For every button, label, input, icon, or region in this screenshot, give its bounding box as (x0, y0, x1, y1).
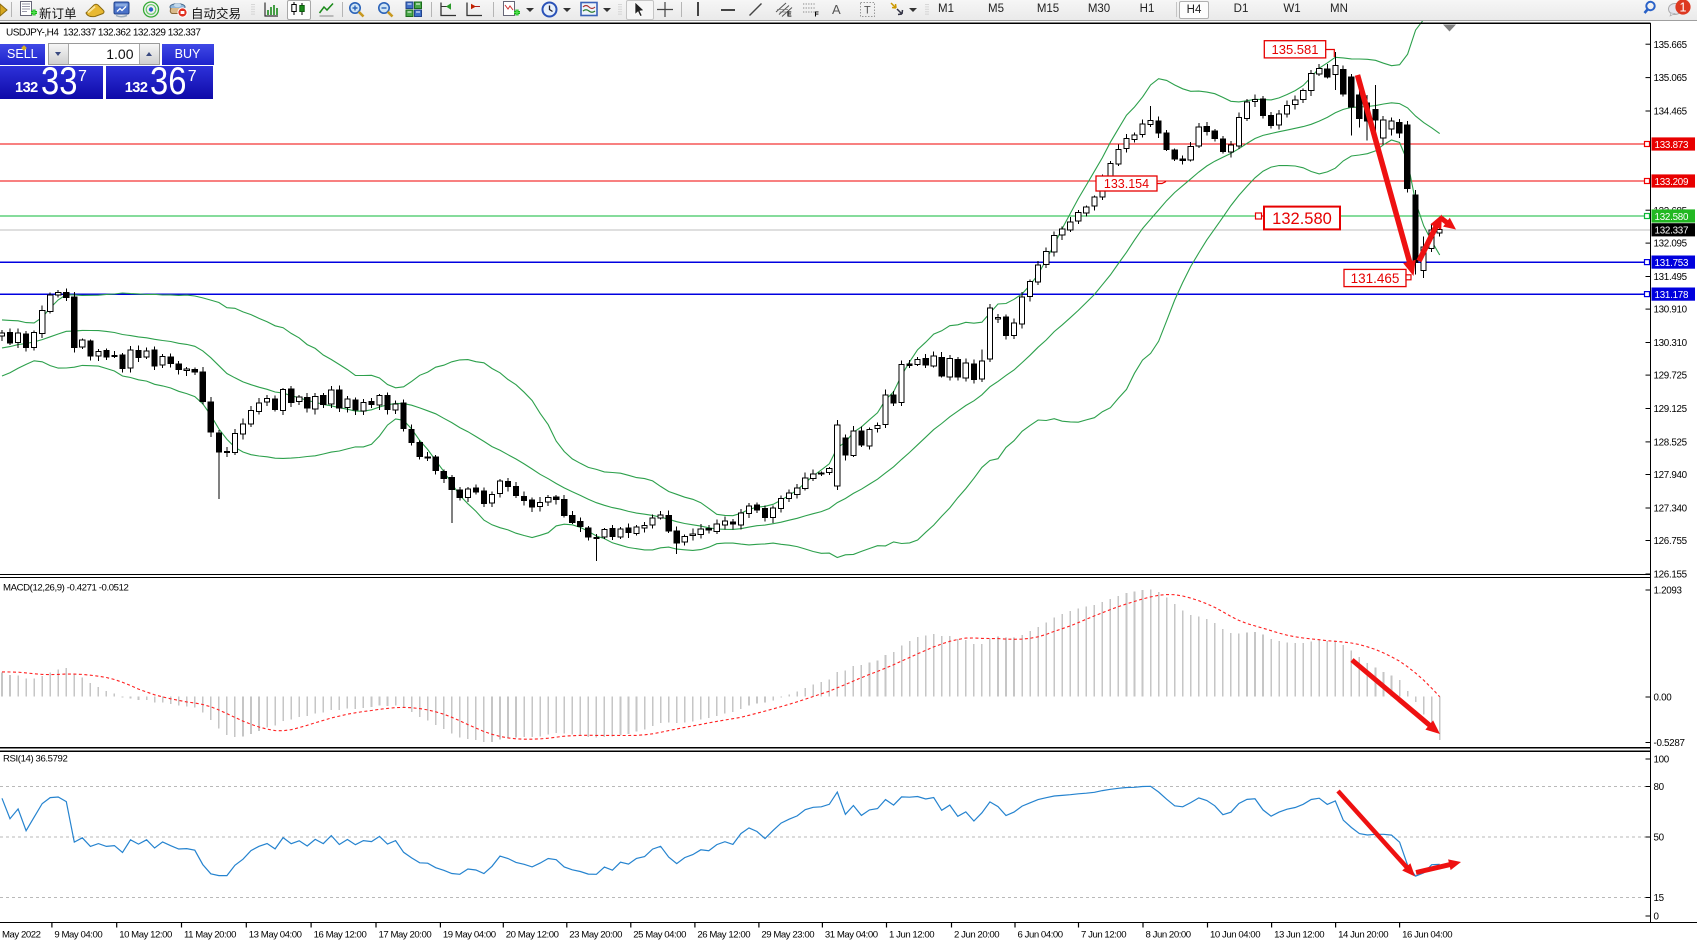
svg-text:2 Jun 20:00: 2 Jun 20:00 (954, 930, 999, 941)
svg-text:17 May 20:00: 17 May 20:00 (379, 930, 432, 941)
svg-text:131.753: 131.753 (1655, 258, 1689, 269)
svg-text:126.155: 126.155 (1654, 570, 1688, 581)
svg-text:16 May 12:00: 16 May 12:00 (314, 930, 367, 941)
svg-text:T: T (864, 5, 871, 17)
svg-text:26 May 12:00: 26 May 12:00 (697, 930, 750, 941)
svg-text:14 Jun 20:00: 14 Jun 20:00 (1338, 930, 1388, 941)
svg-text:13 Jun 12:00: 13 Jun 12:00 (1274, 930, 1324, 941)
svg-text:29 May 23:00: 29 May 23:00 (761, 930, 814, 941)
svg-text:E: E (787, 12, 792, 19)
svg-text:8 Jun 20:00: 8 Jun 20:00 (1146, 930, 1191, 941)
svg-text:MACD(12,26,9) -0.4271 -0.0512: MACD(12,26,9) -0.4271 -0.0512 (3, 583, 129, 594)
svg-text:131.178: 131.178 (1655, 290, 1689, 301)
svg-text:134.465: 134.465 (1654, 107, 1688, 118)
svg-text:80: 80 (1654, 782, 1665, 793)
svg-text:16 Jun 04:00: 16 Jun 04:00 (1402, 930, 1452, 941)
svg-text:19 May 04:00: 19 May 04:00 (443, 930, 496, 941)
svg-text:1.2093: 1.2093 (1654, 586, 1683, 597)
svg-text:130.310: 130.310 (1654, 338, 1688, 349)
svg-text:USDJPY-,H4 132.337 132.362 13: USDJPY-,H4 132.337 132.362 132.329 132.3… (6, 28, 201, 39)
svg-text:135.065: 135.065 (1654, 73, 1688, 84)
svg-text:10 May 12:00: 10 May 12:00 (119, 930, 172, 941)
svg-text:135.665: 135.665 (1654, 40, 1688, 51)
svg-text:0.00: 0.00 (1654, 693, 1673, 704)
svg-text:7 Jun 12:00: 7 Jun 12:00 (1081, 930, 1126, 941)
svg-text:132.095: 132.095 (1654, 239, 1688, 250)
svg-text:132.337: 132.337 (1655, 226, 1689, 237)
svg-text:20 May 12:00: 20 May 12:00 (506, 930, 559, 941)
svg-text:11 May 20:00: 11 May 20:00 (184, 930, 236, 941)
svg-text:23 May 20:00: 23 May 20:00 (569, 930, 622, 941)
svg-text:-0.5287: -0.5287 (1654, 738, 1685, 749)
svg-text:128.525: 128.525 (1654, 438, 1688, 449)
svg-text:130.910: 130.910 (1654, 305, 1688, 316)
svg-text:50: 50 (1654, 833, 1665, 844)
svg-text:129.125: 129.125 (1654, 404, 1688, 415)
svg-text:131.465: 131.465 (1351, 271, 1400, 286)
svg-text:F: F (815, 12, 820, 19)
svg-text:9 May 04:00: 9 May 04:00 (54, 930, 102, 941)
svg-text:133.873: 133.873 (1655, 140, 1689, 151)
svg-text:133.154: 133.154 (1104, 177, 1149, 191)
svg-text:126.755: 126.755 (1654, 536, 1688, 547)
svg-text:1 Jun 12:00: 1 Jun 12:00 (889, 930, 934, 941)
svg-text:25 May 04:00: 25 May 04:00 (633, 930, 686, 941)
svg-text:131.495: 131.495 (1654, 272, 1688, 283)
svg-text:15: 15 (1654, 893, 1665, 904)
svg-text:127.340: 127.340 (1654, 504, 1688, 515)
svg-text:0: 0 (1654, 912, 1660, 923)
svg-text:RSI(14) 36.5792: RSI(14) 36.5792 (3, 754, 67, 765)
svg-text:135.581: 135.581 (1272, 42, 1319, 57)
svg-text:133.209: 133.209 (1655, 177, 1689, 188)
svg-text:May 2022: May 2022 (2, 930, 41, 941)
svg-text:1: 1 (1680, 1, 1687, 15)
svg-text:6 Jun 04:00: 6 Jun 04:00 (1018, 930, 1063, 941)
svg-text:132.580: 132.580 (1655, 212, 1689, 223)
svg-text:10 Jun 04:00: 10 Jun 04:00 (1210, 930, 1260, 941)
svg-text:132.580: 132.580 (1272, 210, 1332, 228)
svg-text:13 May 04:00: 13 May 04:00 (249, 930, 302, 941)
svg-text:31 May 04:00: 31 May 04:00 (825, 930, 878, 941)
svg-text:129.725: 129.725 (1654, 371, 1688, 382)
svg-text:127.940: 127.940 (1654, 470, 1688, 481)
svg-text:100: 100 (1654, 755, 1670, 766)
